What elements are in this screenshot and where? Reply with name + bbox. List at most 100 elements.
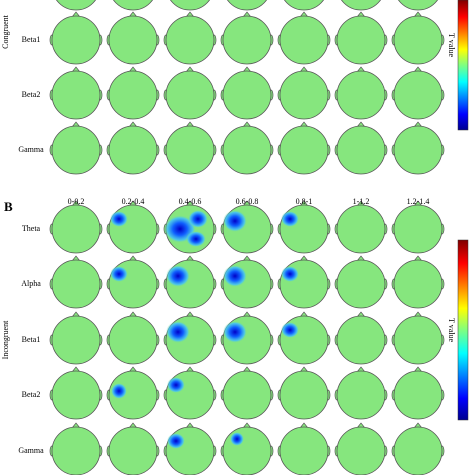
head xyxy=(51,15,101,65)
topomap xyxy=(277,366,331,420)
topomap xyxy=(398,0,438,11)
topomap xyxy=(220,422,274,475)
panel-label: B xyxy=(4,199,13,214)
row-label: Gamma xyxy=(18,446,44,455)
row-label: Beta2 xyxy=(22,390,41,399)
head xyxy=(51,70,101,120)
topomap xyxy=(227,0,267,11)
topomap xyxy=(163,366,217,420)
topomap xyxy=(163,422,217,475)
head xyxy=(222,370,272,420)
column-label: 0.2-0.4 xyxy=(122,197,145,206)
topomap xyxy=(391,255,445,309)
head xyxy=(165,70,215,120)
topomap xyxy=(391,311,445,365)
topomap xyxy=(170,0,210,11)
topomap xyxy=(391,366,445,420)
head xyxy=(51,125,101,175)
topomap xyxy=(220,11,274,65)
head xyxy=(279,15,329,65)
activation xyxy=(223,210,247,232)
topomap xyxy=(163,66,217,120)
head xyxy=(108,70,158,120)
head xyxy=(398,0,438,11)
head xyxy=(51,259,101,309)
topomap xyxy=(163,311,217,365)
head xyxy=(108,125,158,175)
topomap xyxy=(106,366,160,420)
topomap xyxy=(334,422,388,475)
topomap xyxy=(220,66,274,120)
colorbar-label: T value xyxy=(447,33,456,58)
topomap xyxy=(106,200,160,254)
head xyxy=(222,70,272,120)
colorbar xyxy=(457,239,469,421)
topomap xyxy=(49,66,103,120)
head xyxy=(336,315,386,365)
activation xyxy=(223,321,247,343)
activation xyxy=(186,231,206,247)
head xyxy=(393,204,443,254)
topomap xyxy=(334,121,388,175)
colorbar-label: T value xyxy=(447,318,456,343)
head xyxy=(165,125,215,175)
topomap xyxy=(277,66,331,120)
topomap xyxy=(106,422,160,475)
head xyxy=(51,315,101,365)
row-label: Gamma xyxy=(18,145,44,154)
topomap xyxy=(277,255,331,309)
row-label: Alpha xyxy=(21,279,41,288)
column-label: 0-0.2 xyxy=(68,197,85,206)
topomap xyxy=(334,366,388,420)
topomap xyxy=(49,366,103,420)
topomap xyxy=(220,366,274,420)
head xyxy=(108,315,158,365)
head xyxy=(279,70,329,120)
head xyxy=(222,15,272,65)
topomap xyxy=(163,200,217,254)
activation xyxy=(166,321,190,343)
topomap xyxy=(113,0,153,11)
topomap xyxy=(106,121,160,175)
head xyxy=(165,15,215,65)
head xyxy=(393,125,443,175)
topomap xyxy=(220,121,274,175)
topomap xyxy=(334,255,388,309)
activation xyxy=(230,432,244,446)
head xyxy=(393,426,443,475)
head xyxy=(336,15,386,65)
topomap xyxy=(334,311,388,365)
topomap xyxy=(334,11,388,65)
topomap xyxy=(277,121,331,175)
topomap xyxy=(391,200,445,254)
topomap xyxy=(49,200,103,254)
row-label: Theta xyxy=(22,224,41,233)
topomap xyxy=(163,255,217,309)
colorbar xyxy=(457,0,469,131)
head xyxy=(170,0,210,11)
topomap xyxy=(163,121,217,175)
column-label: 0.8-1 xyxy=(296,197,313,206)
activation xyxy=(166,265,190,287)
head xyxy=(336,370,386,420)
head xyxy=(56,0,96,11)
topomap xyxy=(277,11,331,65)
topomap xyxy=(220,255,274,309)
topomap xyxy=(106,311,160,365)
topomap xyxy=(49,121,103,175)
head xyxy=(336,426,386,475)
activation xyxy=(167,433,185,449)
head xyxy=(279,370,329,420)
activation xyxy=(281,211,299,227)
head xyxy=(393,70,443,120)
activation xyxy=(223,265,247,287)
head xyxy=(222,125,272,175)
group-label: Incongruent xyxy=(1,320,10,359)
topomap xyxy=(220,311,274,365)
head xyxy=(393,15,443,65)
row-label: Beta2 xyxy=(22,90,41,99)
topomap xyxy=(49,11,103,65)
topomap xyxy=(277,311,331,365)
topomap xyxy=(391,121,445,175)
